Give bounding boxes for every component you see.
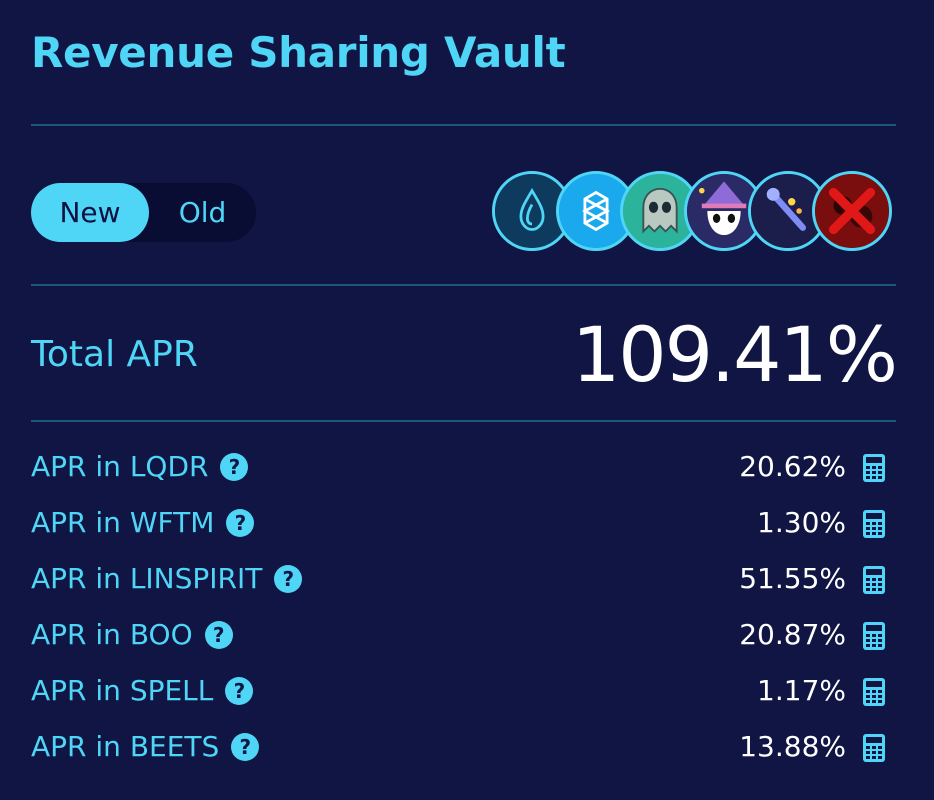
apr-row-label: APR in SPELL xyxy=(31,674,214,707)
apr-row-value: 51.55% xyxy=(739,562,846,595)
calculator-icon[interactable] xyxy=(862,509,886,539)
divider xyxy=(31,284,896,286)
help-icon[interactable]: ? xyxy=(231,732,260,761)
apr-row-label: APR in BOO xyxy=(31,618,193,651)
toggle-new-button[interactable]: New xyxy=(31,183,149,242)
help-icon[interactable]: ? xyxy=(220,452,249,481)
calculator-icon[interactable] xyxy=(862,677,886,707)
apr-row-value: 1.30% xyxy=(757,506,846,539)
fantom-icon xyxy=(556,171,636,251)
apr-row-boo: APR in BOO? 20.87% xyxy=(31,608,896,664)
apr-row-label: APR in WFTM xyxy=(31,506,215,539)
total-apr-value: 109.41% xyxy=(571,310,898,399)
version-toggle[interactable]: New Old xyxy=(31,183,256,242)
apr-row-value: 20.62% xyxy=(739,450,846,483)
divider xyxy=(31,420,896,422)
token-icon-stack xyxy=(492,171,896,253)
apr-row-spell: APR in SPELL? 1.17% xyxy=(31,664,896,720)
red-x-icon xyxy=(812,171,892,251)
calculator-icon[interactable] xyxy=(862,565,886,595)
apr-row-label: APR in LINSPIRIT xyxy=(31,562,263,595)
toggle-old-button[interactable]: Old xyxy=(178,196,227,229)
page-title: Revenue Sharing Vault xyxy=(31,28,566,77)
apr-row-linspirit: APR in LINSPIRIT? 51.55% xyxy=(31,552,896,608)
apr-row-label: APR in LQDR xyxy=(31,450,209,483)
apr-row-value: 20.87% xyxy=(739,618,846,651)
apr-row-beets: APR in BEETS? 13.88% xyxy=(31,720,896,776)
apr-row-label: APR in BEETS xyxy=(31,730,220,763)
help-icon[interactable]: ? xyxy=(204,620,233,649)
ghost-icon xyxy=(620,171,700,251)
calculator-icon[interactable] xyxy=(862,733,886,763)
apr-breakdown-list: APR in LQDR? 20.62% APR in WFTM? 1.30% A… xyxy=(31,440,896,776)
apr-row-lqdr: APR in LQDR? 20.62% xyxy=(31,440,896,496)
help-icon[interactable]: ? xyxy=(274,564,303,593)
help-icon[interactable]: ? xyxy=(226,508,255,537)
total-apr-label: Total APR xyxy=(31,334,198,375)
calculator-icon[interactable] xyxy=(862,621,886,651)
apr-row-value: 13.88% xyxy=(739,730,846,763)
divider xyxy=(31,124,896,126)
apr-row-wftm: APR in WFTM? 1.30% xyxy=(31,496,896,552)
wizard-cat-icon xyxy=(684,171,764,251)
help-icon[interactable]: ? xyxy=(225,676,254,705)
calculator-icon[interactable] xyxy=(862,453,886,483)
apr-row-value: 1.17% xyxy=(757,674,846,707)
